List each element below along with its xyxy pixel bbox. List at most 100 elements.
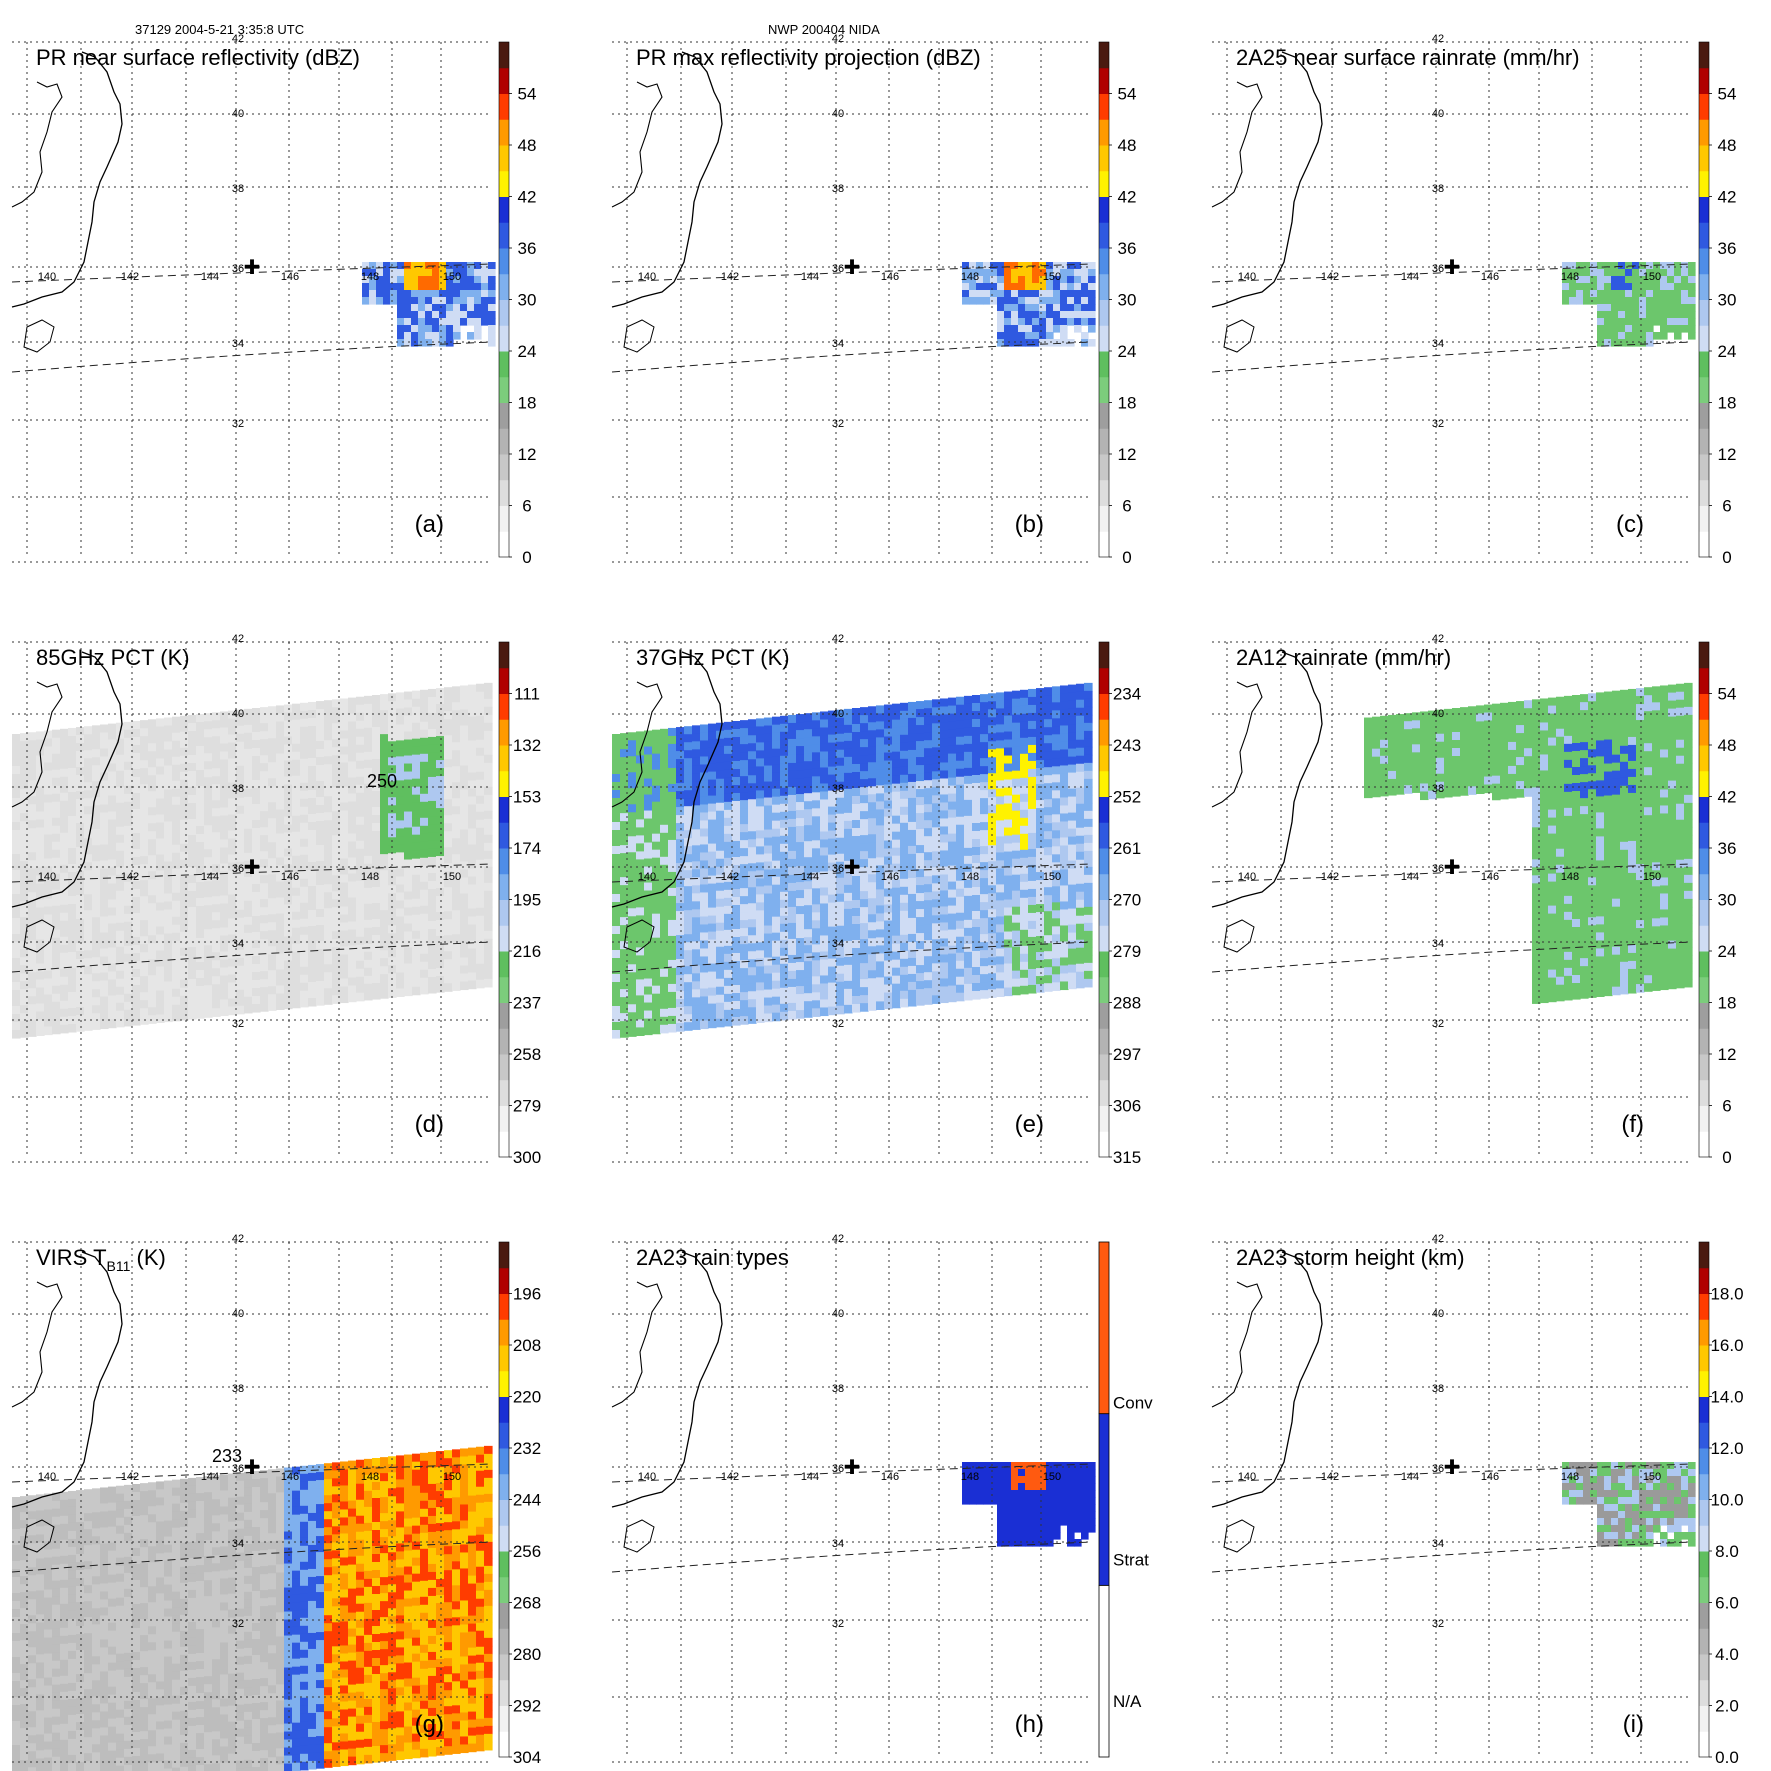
colorbar-segment (1699, 899, 1709, 926)
swath-edge (11, 941, 493, 973)
swath-edge (1211, 1463, 1693, 1483)
colorbar-segment (499, 42, 509, 69)
colorbar-tick-label: 12 (518, 445, 537, 464)
colorbar-segment (499, 1473, 509, 1500)
colorbar-segment (499, 770, 509, 797)
colorbar-segment (1699, 1319, 1709, 1346)
colorbar-segment (1099, 454, 1109, 481)
colorbar-segment (1699, 873, 1709, 900)
colorbar-tick-label: 220 (513, 1388, 541, 1407)
latitude-label: 32 (1432, 1018, 1444, 1030)
colorbar-segment (1099, 222, 1109, 249)
swath-edge (611, 863, 1093, 883)
panel-letter: (e) (1015, 1111, 1044, 1138)
latitude-label: 40 (232, 708, 244, 720)
colorbar-segment (499, 531, 509, 558)
longitude-label: 142 (1321, 1471, 1339, 1483)
latitude-label: 32 (832, 1618, 844, 1630)
colorbar-segment (1099, 299, 1109, 326)
colorbar-segment (1099, 196, 1109, 223)
colorbar-segment (499, 1731, 509, 1758)
colorbar-tick-label: 30 (1718, 291, 1737, 310)
station-marker-icon: ✚ (1444, 857, 1461, 879)
colorbar-segment (499, 1242, 509, 1269)
colorbar-segment (499, 196, 509, 223)
colorbar-segment (1699, 402, 1709, 429)
coastline (11, 51, 123, 308)
colorbar-tick-label: 48 (518, 136, 537, 155)
colorbar-tick-label: 12 (1718, 1045, 1737, 1064)
colorbar-tick-label: 0 (1722, 548, 1731, 567)
colorbar-segment (499, 822, 509, 849)
colorbar-segment (499, 376, 509, 403)
colorbar-segment (1099, 976, 1109, 1003)
island (1223, 319, 1255, 353)
longitude-label: 140 (638, 1471, 656, 1483)
colorbar-segment (499, 1525, 509, 1552)
panel-title: VIRS TB11 (K) (36, 1245, 166, 1274)
latitude-label: 42 (232, 1233, 244, 1245)
colorbar-tick-label: 42 (1718, 188, 1737, 207)
island (623, 319, 655, 353)
colorbar-segment (499, 899, 509, 926)
colorbar-segment (499, 93, 509, 120)
colorbar-tick-label: 261 (1113, 839, 1141, 858)
longitude-label: 142 (721, 271, 739, 283)
station-marker-icon: ✚ (244, 857, 261, 879)
swath-edge (1211, 341, 1693, 373)
panel-d: 42 40 38 36 34 32 140 142 144 146 148 150 ✚ 85GHz PCT… (11, 633, 541, 1167)
colorbar-segment (1099, 667, 1109, 694)
latitude-label: 42 (832, 633, 844, 645)
latitude-label: 36 (232, 1463, 244, 1475)
colorbar-tick-label: 232 (513, 1439, 541, 1458)
latitude-label: 34 (832, 338, 844, 350)
colorbar-segment (1699, 1054, 1709, 1081)
latitude-label: 34 (232, 338, 244, 350)
colorbar-tick-label: 18.0 (1710, 1285, 1743, 1304)
colorbar-segment (499, 951, 509, 978)
station-marker-icon: ✚ (244, 257, 261, 279)
colorbar-segment (499, 667, 509, 694)
colorbar-segment (1699, 642, 1709, 669)
latitude-label: 36 (832, 1463, 844, 1475)
latitude-label: 32 (232, 418, 244, 430)
orbit-timestamp: 37129 2004-5-21 3:35:8 UTC (135, 22, 305, 37)
latitude-label: 40 (232, 108, 244, 120)
panel-letter: (b) (1015, 511, 1044, 538)
colorbar-segment (1099, 745, 1109, 772)
colorbar-segment (499, 976, 509, 1003)
colorbar-tick-label: 306 (1113, 1097, 1141, 1116)
panel-title: 37GHz PCT (K) (636, 645, 790, 670)
colorbar-tick-label: 12 (1718, 445, 1737, 464)
latitude-label: 32 (1432, 1618, 1444, 1630)
colorbar-segment (499, 1054, 509, 1081)
colorbar-tick-label: 297 (1113, 1045, 1141, 1064)
colorbar-segment (1699, 1499, 1709, 1526)
longitude-label: 148 (961, 1471, 979, 1483)
colorbar-segment (1099, 642, 1109, 669)
colorbar-segment (1099, 93, 1109, 120)
longitude-label: 144 (201, 1471, 219, 1483)
latitude-label: 38 (832, 1383, 844, 1395)
colorbar-segment (1099, 145, 1109, 172)
colorbar-segment (1099, 248, 1109, 275)
latitude-label: 40 (232, 1308, 244, 1320)
colorbar-segment (499, 1628, 509, 1655)
colorbar-segment (499, 325, 509, 352)
island (1223, 1519, 1255, 1553)
colorbar-tick-label: 174 (513, 839, 541, 858)
colorbar-segment (1699, 1525, 1709, 1552)
longitude-label: 146 (881, 271, 899, 283)
colorbar-tick-label: 268 (513, 1594, 541, 1613)
panel-title: 2A12 rainrate (mm/hr) (1236, 645, 1451, 670)
coastline (11, 1281, 63, 1408)
colorbar-tick-label: 12 (1118, 445, 1137, 464)
swath-edge (611, 341, 1093, 373)
colorbar-tick-label: 132 (513, 736, 541, 755)
colorbar-segment (1699, 951, 1709, 978)
longitude-label: 148 (361, 871, 379, 883)
colorbar-tick-label: 0 (1122, 548, 1131, 567)
colorbar-segment (1699, 1576, 1709, 1603)
colorbar-tick-label: 153 (513, 788, 541, 807)
